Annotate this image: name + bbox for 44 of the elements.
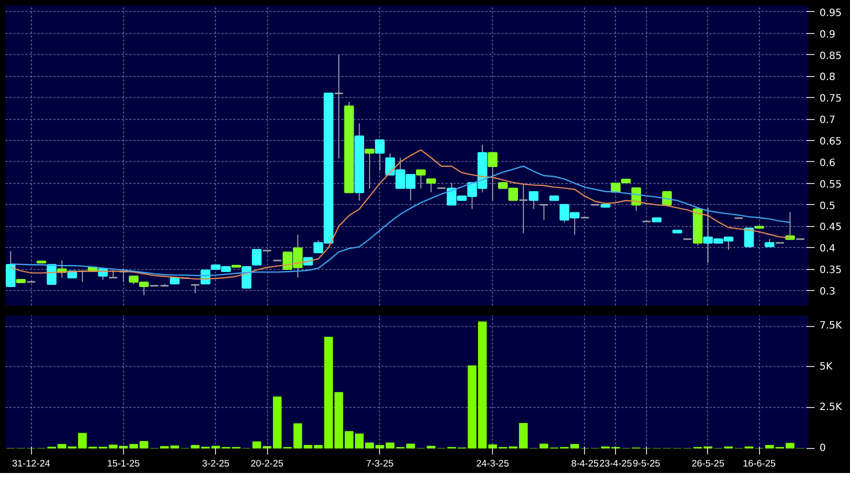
candlestick (118, 270, 128, 282)
y-tick-label: 0.7 (820, 115, 836, 126)
y-tick-label: 0.4 (820, 244, 836, 255)
x-tick-label: 3-2-25 (202, 458, 230, 470)
y-tick-label: 0.75 (820, 94, 842, 105)
y-tick-label: 0.8 (820, 72, 836, 84)
x-tick-label: 20-2-25 (250, 458, 284, 470)
x-tick-label: 24-3-25 (476, 458, 510, 470)
y-tick-label: 0.9 (820, 29, 836, 40)
y-tick-label: 0.6 (820, 158, 836, 169)
candlestick (334, 54, 344, 159)
y-tick-label: 5K (820, 361, 833, 372)
x-tick-label: 31-12-24 (12, 458, 50, 470)
x-tick-label: 26-5-25 (692, 458, 724, 470)
candlestick (518, 182, 528, 234)
candlestick (426, 178, 436, 193)
y-tick-label: 0.5 (820, 200, 836, 212)
y-tick-label: 0.3 (820, 286, 836, 298)
candlestick (374, 139, 385, 171)
x-tick-label: 16-6-25 (742, 458, 776, 470)
y-tick-label: 0.45 (820, 222, 842, 234)
candlestick (416, 169, 426, 189)
candlestick (662, 191, 672, 206)
candlestick (364, 148, 374, 189)
y-tick-label: 2.5K (820, 402, 842, 414)
y-tick-label: 7.5K (820, 320, 842, 332)
candlestick (242, 266, 252, 289)
y-tick-label: 0.35 (820, 265, 842, 276)
candlestick (539, 204, 549, 220)
y-tick-label: 0.55 (820, 179, 842, 190)
candlestick (6, 250, 16, 287)
y-tick-label: 0.85 (820, 50, 842, 62)
y-tick-label: 0.65 (820, 136, 842, 148)
candlestick (252, 249, 262, 266)
candlestick (488, 152, 498, 201)
candlestick (744, 228, 754, 248)
y-tick-label: 0.95 (820, 8, 842, 19)
x-tick-label: 15-1-25 (107, 458, 140, 470)
x-tick-label: 9-5-25 (632, 458, 660, 470)
y-tick-label: 0 (820, 443, 826, 454)
candlestick (190, 284, 200, 294)
x-tick-label: 8-4-25 (571, 458, 599, 470)
x-tick-label: 7-3-25 (366, 458, 394, 470)
x-tick-label: 23-4-25 (599, 458, 632, 470)
